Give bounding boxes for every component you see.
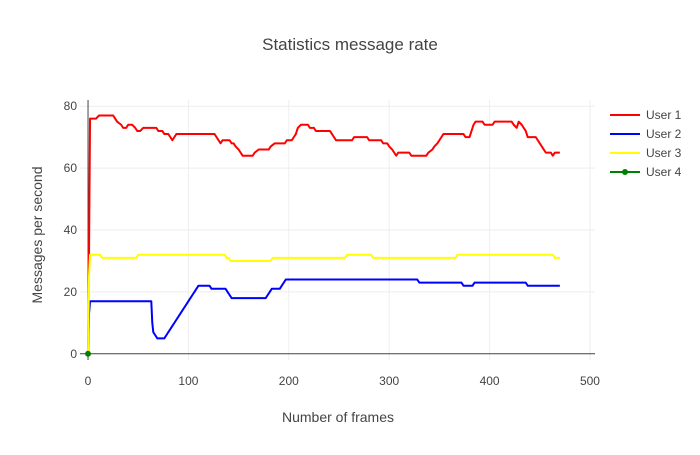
y-tick-label: 0	[70, 347, 77, 361]
legend-item-user-1[interactable]: User 1	[610, 108, 682, 122]
series-line-user-2	[87, 278, 560, 354]
legend-label: User 1	[646, 108, 682, 122]
x-tick-label: 0	[85, 374, 92, 388]
series-user-4	[85, 350, 92, 357]
y-tick-label: 80	[64, 99, 78, 113]
x-tick-label: 400	[480, 374, 500, 388]
legend-item-user-2[interactable]: User 2	[610, 127, 682, 141]
x-tick-label: 100	[178, 374, 198, 388]
grid-layer	[80, 100, 595, 360]
series-line-user-1	[87, 114, 560, 354]
y-tick-label: 40	[64, 223, 78, 237]
x-tick-label: 300	[379, 374, 399, 388]
x-axis-title: Number of frames	[282, 409, 394, 425]
legend-item-user-3[interactable]: User 3	[610, 146, 682, 160]
series-layer	[85, 114, 560, 357]
series-user-2	[87, 278, 560, 354]
legend-label: User 2	[646, 127, 682, 141]
y-tick-label: 60	[64, 161, 78, 175]
series-line-user-3	[87, 253, 560, 354]
y-tick-label: 20	[64, 285, 78, 299]
legend-label: User 3	[646, 146, 682, 160]
series-user-1	[87, 114, 560, 354]
x-tick-label: 200	[279, 374, 299, 388]
data-point-user-4	[85, 350, 92, 357]
legend-marker	[622, 169, 628, 175]
x-tick-label: 500	[580, 374, 600, 388]
legend[interactable]: User 1 User 2 User 3 User 4	[610, 108, 682, 179]
y-axis-title: Messages per second	[29, 167, 45, 304]
series-user-3	[87, 253, 560, 354]
tick-label-layer: 0 100 200 300 400 500 0 20 40 60 80	[64, 99, 601, 388]
legend-item-user-4[interactable]: User 4	[610, 165, 682, 179]
legend-label: User 4	[646, 165, 682, 179]
chart-title: Statistics message rate	[262, 35, 438, 54]
